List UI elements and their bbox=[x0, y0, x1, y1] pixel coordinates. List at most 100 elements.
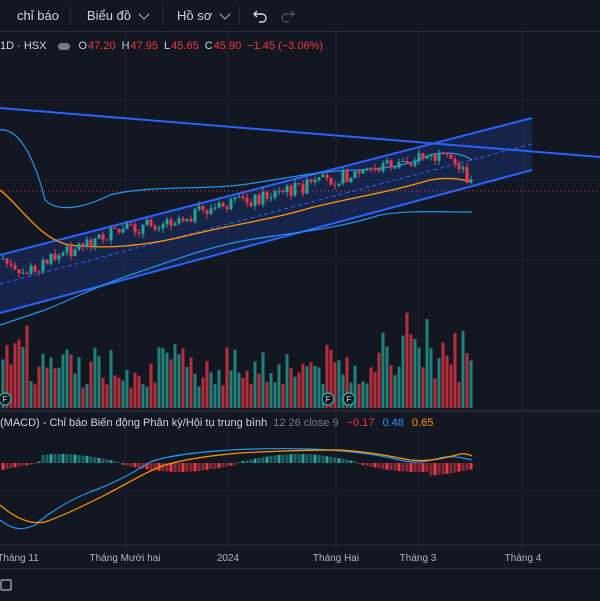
candle-body bbox=[225, 206, 229, 210]
candle-body bbox=[349, 177, 353, 183]
candle-body bbox=[205, 210, 209, 215]
symbol-label[interactable]: 1D · HSX bbox=[0, 40, 47, 52]
macd-histogram-bar bbox=[205, 463, 209, 470]
volume-bar bbox=[237, 372, 241, 408]
macd-histogram-bar bbox=[97, 457, 101, 463]
volume-bar bbox=[313, 365, 317, 408]
candle-body bbox=[333, 185, 337, 186]
macd-line-value: 0.48 bbox=[382, 417, 404, 429]
volume-bar bbox=[121, 380, 125, 408]
macd-histogram-value: −0.17 bbox=[346, 417, 375, 429]
redo-button[interactable] bbox=[280, 9, 296, 23]
regression-channel[interactable] bbox=[0, 118, 532, 313]
volume-bar bbox=[105, 384, 109, 408]
volume-bar bbox=[213, 384, 217, 408]
candle-body bbox=[441, 153, 445, 154]
indicators-button[interactable]: chỉ báo bbox=[17, 8, 59, 23]
volume-bar bbox=[153, 382, 157, 408]
candle-body bbox=[469, 179, 473, 183]
volume-bar bbox=[33, 384, 37, 408]
candle-body bbox=[81, 243, 85, 247]
candle-body bbox=[97, 234, 101, 239]
earnings-marker[interactable] bbox=[321, 392, 335, 406]
volume-bar bbox=[441, 342, 445, 408]
macd-histogram-bar bbox=[361, 463, 365, 465]
macd-title: (MACD) - Chỉ báo Biến động Phân kỳ/Hội t… bbox=[0, 417, 268, 429]
profile-dropdown[interactable]: Hồ sơ bbox=[177, 7, 231, 23]
candle-body bbox=[117, 228, 121, 233]
candle-body bbox=[153, 226, 157, 230]
volume-bar bbox=[289, 368, 293, 408]
candle-body bbox=[101, 234, 105, 240]
candle-body bbox=[209, 208, 213, 215]
candle-body bbox=[237, 196, 241, 198]
candle-body bbox=[45, 259, 49, 264]
macd-histogram-bar bbox=[41, 454, 45, 463]
volume-bar bbox=[405, 312, 409, 408]
channel-upper-line[interactable] bbox=[0, 117, 533, 256]
volume-bar bbox=[253, 361, 257, 408]
macd-histogram-bar bbox=[465, 463, 469, 471]
volume-bar bbox=[217, 369, 221, 408]
profile-label: Hồ sơ bbox=[177, 8, 213, 23]
volume-bar bbox=[241, 377, 245, 408]
macd-histogram-bar bbox=[289, 454, 293, 463]
volume-bar bbox=[221, 385, 225, 408]
candle-body bbox=[261, 192, 265, 205]
candle-body bbox=[369, 168, 373, 170]
macd-histogram-bar bbox=[89, 456, 93, 463]
candle-body bbox=[429, 154, 433, 157]
candle-body bbox=[85, 239, 89, 247]
x-axis-label: Tháng 3 bbox=[399, 553, 437, 564]
undo-button[interactable] bbox=[252, 9, 268, 23]
candle-body bbox=[325, 174, 329, 178]
macd-histogram-bar bbox=[329, 456, 333, 463]
close-label: C bbox=[204, 40, 213, 52]
volume-bar bbox=[69, 354, 73, 408]
volume-bar bbox=[129, 387, 133, 408]
macd-histogram-bar bbox=[433, 463, 437, 476]
macd-histogram-bar bbox=[253, 458, 257, 463]
candle-body bbox=[193, 209, 197, 222]
macd-histogram-bar bbox=[457, 463, 461, 472]
candle-body bbox=[181, 218, 185, 221]
volume-bar bbox=[361, 381, 365, 408]
volume-bar bbox=[145, 386, 149, 408]
earnings-marker[interactable] bbox=[0, 392, 12, 406]
candle-body bbox=[437, 153, 441, 161]
earnings-marker[interactable] bbox=[342, 392, 356, 406]
candle-body bbox=[365, 168, 369, 170]
volume-bar bbox=[89, 361, 93, 408]
volume-bar bbox=[437, 358, 441, 408]
change-value: −1.45 (−3.06%) bbox=[247, 40, 324, 52]
toolbar-divider bbox=[69, 5, 71, 26]
macd-histogram-bar bbox=[117, 461, 121, 463]
macd-histogram-bar bbox=[109, 460, 113, 463]
volume-bar bbox=[281, 384, 285, 408]
candle-body bbox=[137, 232, 141, 234]
candle-body bbox=[409, 163, 413, 166]
macd-histogram-bar bbox=[137, 463, 141, 468]
candle-body bbox=[417, 153, 421, 162]
candle-body bbox=[433, 154, 437, 161]
macd-histogram-bar bbox=[401, 463, 405, 472]
low-label: L bbox=[164, 40, 171, 52]
volume-bar bbox=[329, 350, 333, 408]
candle-body bbox=[453, 158, 457, 164]
candle-body bbox=[353, 171, 357, 178]
candle-body bbox=[277, 191, 281, 193]
chart-type-dropdown[interactable]: Biểu đồ bbox=[87, 7, 150, 23]
macd-histogram-bar bbox=[197, 463, 201, 471]
collapse-icon[interactable] bbox=[58, 42, 71, 50]
channel-lower-line[interactable] bbox=[0, 169, 533, 314]
candle-body bbox=[457, 163, 461, 170]
undo-icon bbox=[253, 10, 267, 23]
macd-histogram-bar bbox=[233, 463, 237, 465]
timezone-icon[interactable] bbox=[0, 578, 14, 592]
volume-bar bbox=[261, 352, 265, 408]
macd-histogram-bar bbox=[113, 461, 117, 463]
volume-bar bbox=[269, 373, 273, 408]
trend-line[interactable] bbox=[0, 107, 600, 158]
volume-bar bbox=[421, 367, 425, 408]
